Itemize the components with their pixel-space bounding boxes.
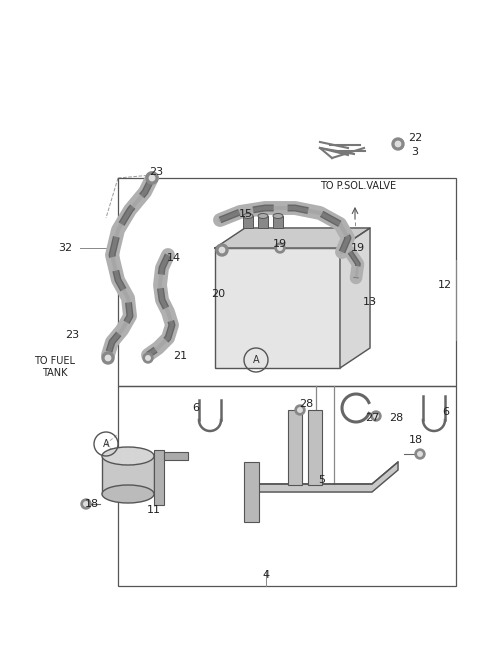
Text: 11: 11 — [147, 505, 161, 515]
Circle shape — [102, 352, 114, 364]
Bar — [244, 462, 259, 522]
Ellipse shape — [102, 447, 154, 465]
Ellipse shape — [258, 214, 268, 219]
Text: 19: 19 — [351, 243, 365, 253]
Text: 6: 6 — [192, 403, 200, 413]
Text: 28: 28 — [389, 413, 403, 423]
Circle shape — [396, 141, 401, 147]
Bar — [308, 410, 322, 485]
Circle shape — [295, 405, 305, 415]
Polygon shape — [340, 228, 370, 368]
Text: 20: 20 — [211, 289, 225, 299]
Bar — [288, 410, 302, 485]
Polygon shape — [215, 228, 370, 248]
Circle shape — [81, 499, 91, 509]
Text: 18: 18 — [409, 435, 423, 445]
Text: 22: 22 — [408, 133, 422, 143]
Bar — [273, 216, 283, 228]
Circle shape — [275, 243, 285, 253]
Circle shape — [392, 138, 404, 150]
Circle shape — [146, 172, 158, 184]
Circle shape — [84, 502, 88, 506]
Text: TO P.SOL.VALVE: TO P.SOL.VALVE — [320, 181, 396, 191]
Text: 14: 14 — [167, 253, 181, 263]
Text: 5: 5 — [319, 475, 325, 485]
Text: TO FUEL
TANK: TO FUEL TANK — [35, 356, 75, 377]
Circle shape — [105, 355, 111, 361]
Bar — [154, 450, 164, 505]
Circle shape — [278, 246, 282, 250]
Text: 23: 23 — [65, 330, 79, 340]
Text: 32: 32 — [58, 243, 72, 253]
Bar — [118, 178, 456, 386]
Circle shape — [216, 244, 228, 256]
Bar — [102, 456, 154, 494]
Text: 6: 6 — [443, 407, 449, 417]
Text: 13: 13 — [363, 297, 377, 307]
Circle shape — [415, 449, 425, 459]
Ellipse shape — [273, 214, 283, 219]
Text: 21: 21 — [173, 351, 187, 361]
Text: 28: 28 — [299, 399, 313, 409]
Circle shape — [149, 176, 155, 181]
Bar — [243, 216, 253, 228]
Text: 3: 3 — [411, 147, 419, 157]
Circle shape — [371, 411, 381, 421]
Circle shape — [374, 414, 378, 419]
Circle shape — [298, 408, 302, 412]
Circle shape — [219, 248, 225, 253]
Ellipse shape — [102, 485, 154, 503]
Circle shape — [418, 452, 422, 457]
Text: 18: 18 — [85, 499, 99, 509]
Ellipse shape — [243, 214, 253, 219]
Text: 4: 4 — [263, 570, 270, 580]
Text: 15: 15 — [239, 209, 253, 219]
Bar — [118, 386, 456, 586]
Text: A: A — [252, 355, 259, 365]
Text: 23: 23 — [149, 167, 163, 177]
Polygon shape — [246, 462, 398, 492]
Bar — [164, 452, 188, 460]
Text: A: A — [103, 439, 109, 449]
Circle shape — [146, 356, 150, 360]
Text: 27: 27 — [365, 413, 379, 423]
Text: 12: 12 — [438, 280, 452, 290]
Bar — [258, 216, 268, 228]
Text: 19: 19 — [273, 239, 287, 249]
Circle shape — [143, 353, 153, 363]
Bar — [215, 248, 340, 368]
